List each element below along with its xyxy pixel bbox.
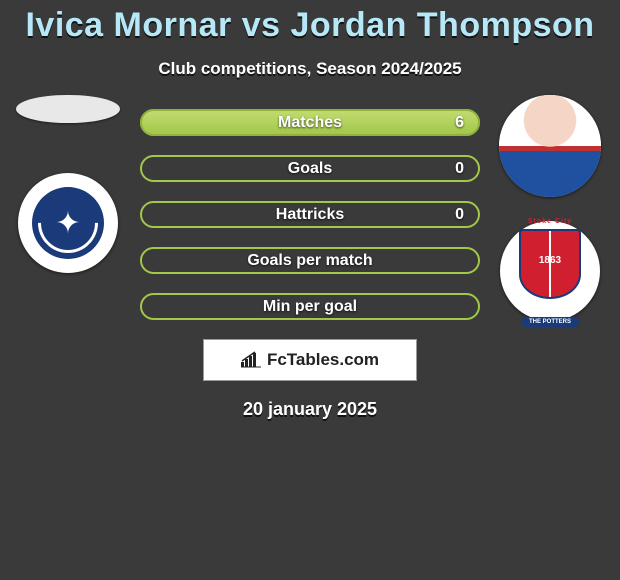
bar-label: Matches (278, 114, 342, 132)
stoke-name-label: Stoke City (528, 218, 572, 225)
bar-label: Min per goal (263, 298, 357, 316)
portsmouth-crest: ✦ (32, 187, 104, 259)
left-player-column: ✦ (8, 95, 128, 273)
crescent-icon (26, 181, 111, 266)
left-player-photo-placeholder (16, 95, 120, 123)
bar-right-value: 0 (455, 160, 464, 178)
stat-bars: Matches 6 Goals 0 Hattricks 0 Goals per … (140, 109, 480, 320)
attribution-box[interactable]: FcTables.com (203, 339, 417, 381)
bar-right-value: 0 (455, 206, 464, 224)
stoke-year-label: 1863 (539, 255, 561, 266)
stat-bar-goals: Goals 0 (140, 155, 480, 182)
right-player-column: Stoke City 1863 THE POTTERS (490, 95, 610, 321)
subtitle: Club competitions, Season 2024/2025 (0, 59, 620, 79)
stoke-crest: Stoke City 1863 THE POTTERS (508, 229, 592, 313)
comparison-body: ✦ Stoke City 1863 THE POTTERS Matches 6 … (0, 109, 620, 420)
bar-label: Goals (288, 160, 332, 178)
right-player-photo (499, 95, 601, 197)
stat-bar-hattricks: Hattricks 0 (140, 201, 480, 228)
shield-icon: 1863 (519, 229, 581, 299)
date-label: 20 january 2025 (0, 399, 620, 420)
attribution-label: FcTables.com (267, 350, 379, 370)
bar-chart-icon (241, 351, 261, 369)
stoke-motto-label: THE POTTERS (521, 317, 579, 327)
bar-right-value: 6 (455, 114, 464, 132)
player-portrait-placeholder (499, 95, 601, 197)
bar-label: Goals per match (247, 252, 372, 270)
right-club-badge: Stoke City 1863 THE POTTERS (500, 221, 600, 321)
stat-bar-goals-per-match: Goals per match (140, 247, 480, 274)
bar-label: Hattricks (276, 206, 344, 224)
left-club-badge: ✦ (18, 173, 118, 273)
page-title: Ivica Mornar vs Jordan Thompson (0, 0, 620, 45)
stat-bar-min-per-goal: Min per goal (140, 293, 480, 320)
stat-bar-matches: Matches 6 (140, 109, 480, 136)
